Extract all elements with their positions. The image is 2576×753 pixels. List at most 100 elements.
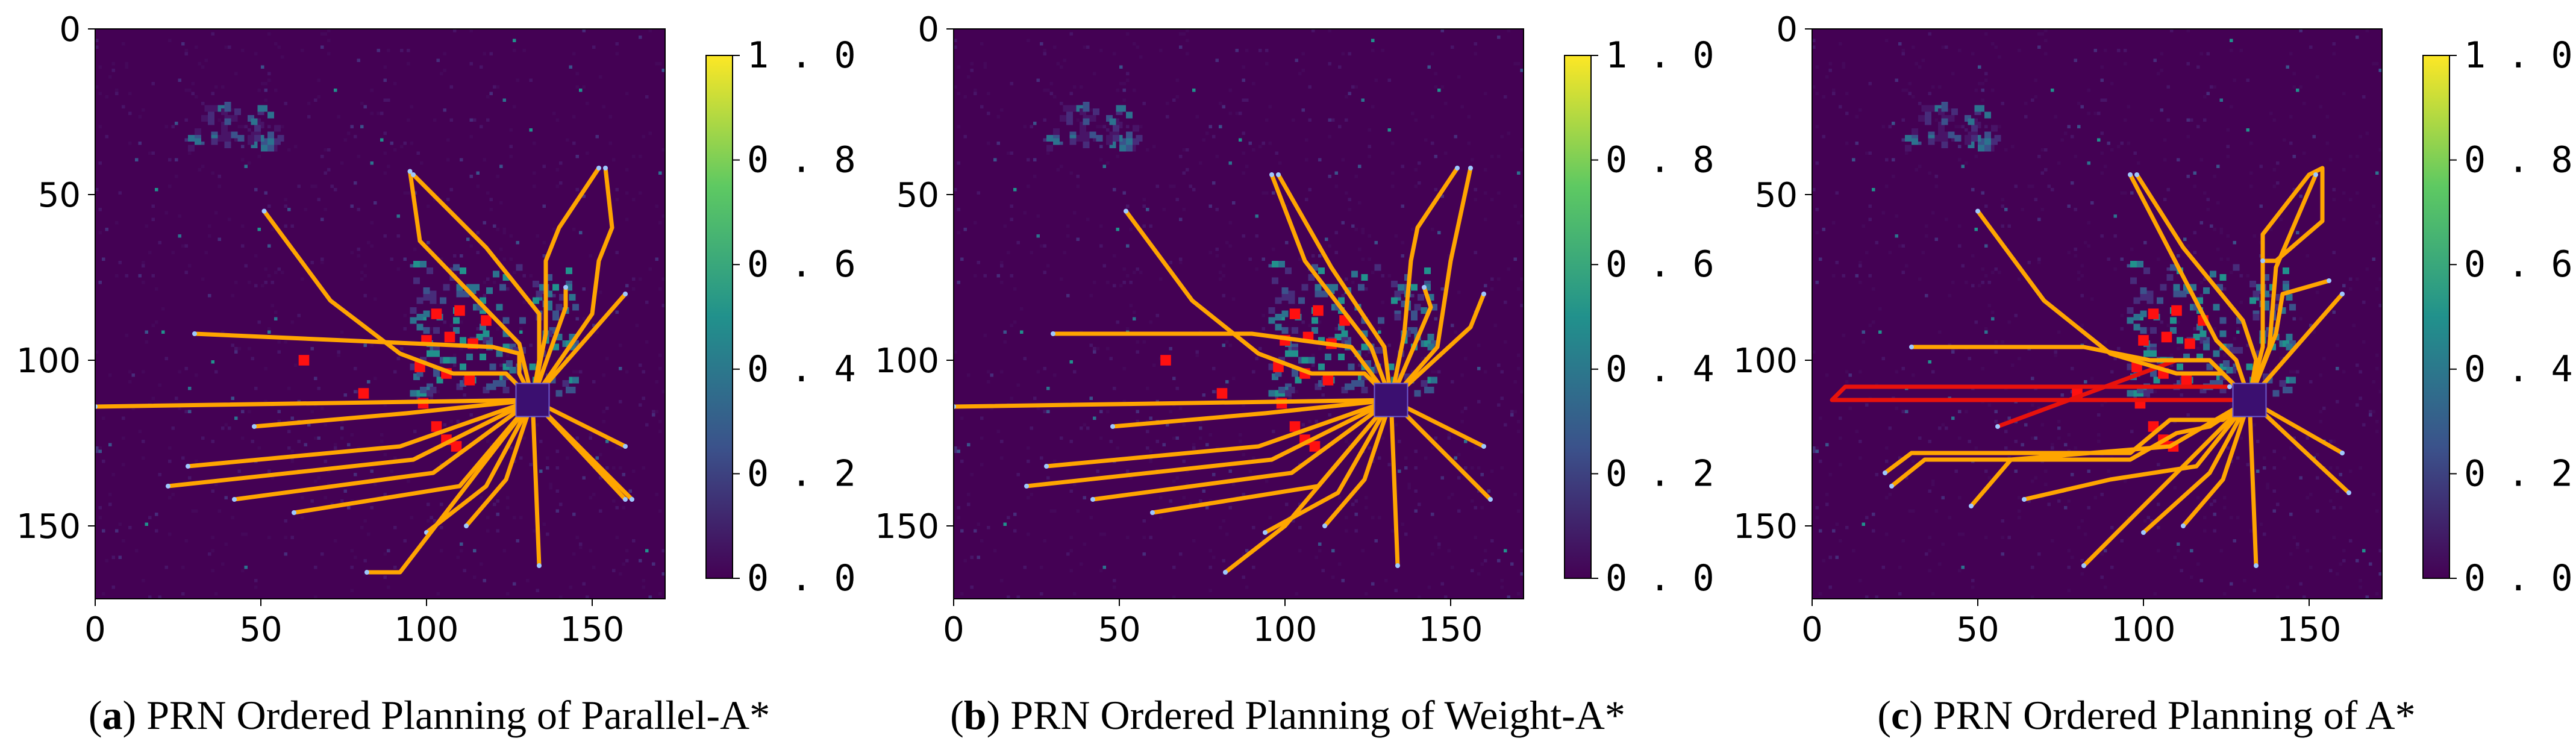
heatmap-cell [602, 410, 605, 413]
heatmap-cell [1066, 118, 1073, 125]
heatmap-cell [277, 135, 284, 142]
heatmap-cell [1136, 420, 1139, 423]
heatmap-cell [1965, 128, 1968, 132]
heatmap-cell [164, 211, 168, 214]
heatmap-cell [1010, 204, 1013, 208]
heatmap-cell [1928, 569, 1931, 572]
heatmap-cell [1974, 105, 1981, 112]
heatmap-cell [1053, 509, 1057, 513]
heatmap-cell [476, 420, 480, 423]
heatmap-cell [496, 499, 499, 503]
heatmap-cell [188, 410, 192, 413]
heatmap-cell [582, 195, 586, 198]
heatmap-cell [625, 370, 629, 373]
heatmap-cell [460, 158, 463, 161]
heatmap-cell [440, 257, 443, 261]
heatmap-cell [1080, 562, 1083, 566]
heatmap-cell [1096, 125, 1099, 128]
heatmap-cell [1102, 533, 1106, 536]
heatmap-cell [416, 323, 424, 331]
heatmap-cell [314, 566, 317, 569]
heatmap-cell [1888, 493, 1892, 496]
heatmap-cell [486, 277, 490, 281]
heatmap-cell [2100, 493, 2104, 496]
heatmap-cell [562, 380, 569, 387]
heatmap-cell [1288, 327, 1292, 331]
heatmap-cell [2173, 290, 2180, 298]
heatmap-cell [622, 473, 625, 476]
heatmap-cell [987, 380, 990, 384]
heatmap-cell [1978, 65, 1981, 69]
heatmap-cell [1285, 241, 1289, 245]
heatmap-cell [168, 533, 172, 536]
heatmap-cell [1998, 125, 2001, 128]
heatmap-cell [2219, 360, 2223, 364]
routing-paths-c [1830, 166, 2351, 568]
heatmap-cell [370, 89, 374, 92]
heatmap-cell [463, 569, 466, 572]
heatmap-cell [1517, 430, 1521, 433]
heatmap-cell [1278, 261, 1285, 267]
heatmap-cell [377, 49, 380, 52]
heatmap-cell [1345, 440, 1348, 443]
heatmap-cell [324, 32, 327, 36]
heatmap-cell [2329, 440, 2333, 443]
heatmap-cell [1842, 274, 1845, 278]
heatmap-cell [1901, 52, 1905, 55]
heatmap-cell [125, 62, 128, 66]
heatmap-cell [1440, 582, 1444, 586]
heatmap-cell [1934, 237, 1938, 241]
heatmap-cell [509, 234, 513, 238]
heatmap-cell [1968, 118, 1975, 125]
heatmap-cell [566, 456, 569, 460]
heatmap-cell [2104, 98, 2107, 102]
heatmap-cell [1815, 65, 1819, 69]
heatmap-cell [2230, 403, 2233, 407]
heatmap-cell [506, 360, 513, 367]
heatmap-cell [632, 198, 636, 201]
heatmap-cell [2186, 135, 2190, 139]
routing-path [1051, 331, 1393, 402]
heatmap-cell [396, 357, 400, 360]
heatmap-cell [155, 513, 158, 516]
heatmap-cell [1938, 426, 1942, 430]
heatmap-cell [2031, 377, 2034, 380]
heatmap-cell [502, 360, 506, 364]
heatmap-cell [228, 217, 231, 221]
heatmap-cell [231, 108, 234, 112]
heatmap-cell [2306, 496, 2309, 499]
heatmap-cell [1994, 135, 2001, 142]
path-endpoint [2134, 172, 2139, 177]
heatmap-cell [350, 549, 354, 552]
heatmap-cell [1219, 270, 1222, 274]
heatmap-cell [184, 244, 188, 248]
heatmap-cell [1003, 224, 1007, 228]
heatmap-cell [1133, 270, 1136, 274]
heatmap-cell [128, 526, 132, 530]
heatmap-cell [1431, 115, 1434, 119]
heatmap-cell [241, 224, 245, 228]
heatmap-cell [1958, 224, 1962, 228]
heatmap-cell [274, 270, 278, 274]
heatmap-cell [612, 499, 616, 503]
heatmap-cell [1348, 92, 1351, 95]
heatmap-cell [555, 509, 559, 513]
heatmap-cell [1912, 373, 1915, 377]
heatmap-cell [1122, 191, 1126, 195]
heatmap-cell [552, 284, 559, 291]
path-endpoint [1090, 497, 1095, 502]
heatmap-cell [1099, 436, 1103, 440]
heatmap-cell [575, 317, 579, 320]
heatmap-cell [539, 440, 543, 443]
heatmap-cell [987, 92, 990, 95]
heatmap-cell [1961, 125, 1965, 128]
heatmap-cell [2130, 261, 2137, 267]
heatmap-cell [350, 204, 354, 208]
heatmap-cell [2193, 334, 2200, 340]
heatmap-cell [1212, 135, 1216, 139]
heatmap-cell [102, 257, 105, 261]
heatmap-cell [175, 122, 178, 125]
heatmap-cell [1242, 493, 1245, 496]
heatmap-cell [2087, 244, 2090, 248]
heatmap-cell [201, 436, 205, 440]
